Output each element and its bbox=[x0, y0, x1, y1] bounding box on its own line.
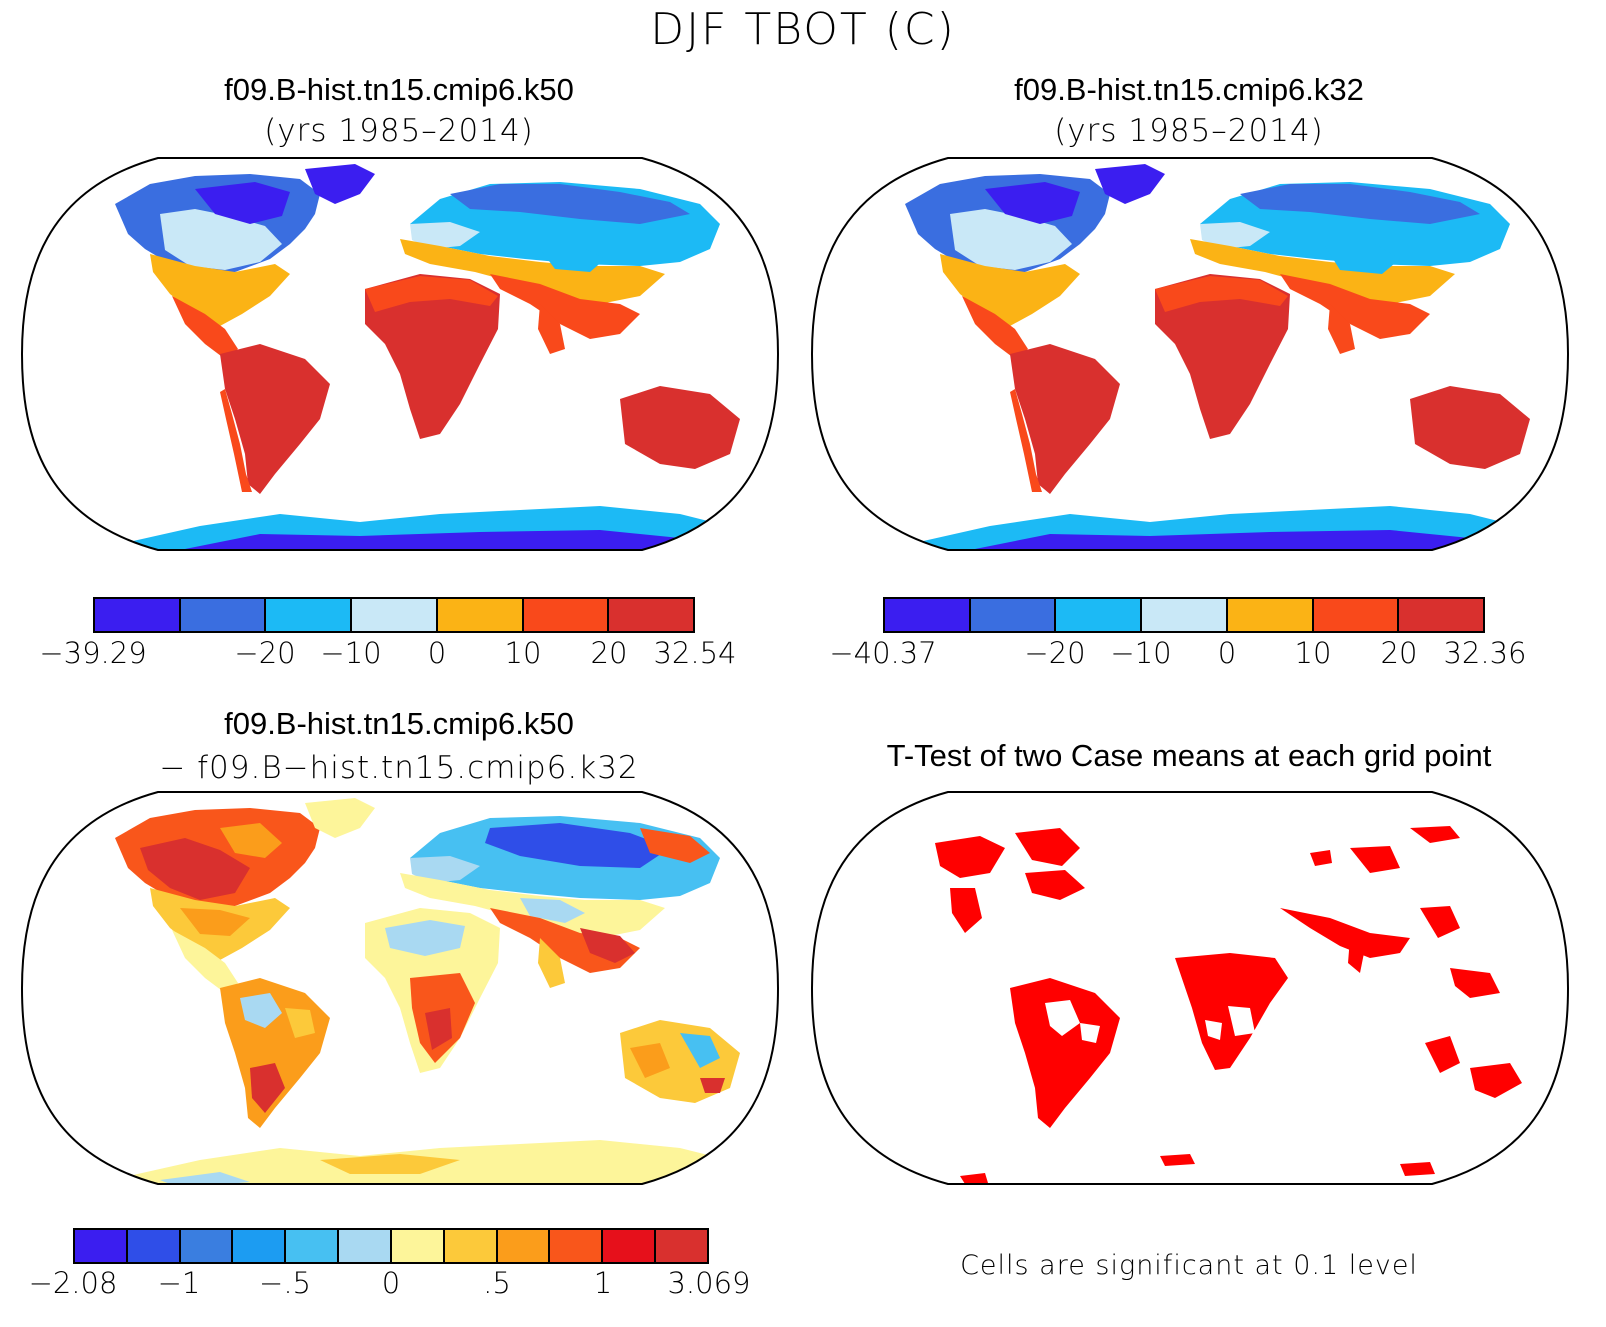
colorbar-tick-label: −1 bbox=[157, 1266, 201, 1300]
map-k50-border bbox=[20, 157, 780, 551]
colorbar-tick-label: −40.37 bbox=[829, 636, 937, 670]
colorbar-tick-label: 0 bbox=[381, 1266, 401, 1300]
colorbar-k50 bbox=[93, 597, 695, 633]
panel-k32-title: f09.B-hist.tn15.cmip6.k32 bbox=[1014, 72, 1364, 107]
map-diff-field bbox=[100, 798, 778, 1184]
colorbar-box bbox=[656, 1230, 707, 1262]
colorbar-box bbox=[95, 599, 181, 631]
map-ttest-border bbox=[810, 791, 1570, 1185]
colorbar-tick-label: 0 bbox=[427, 636, 447, 670]
panel-k32-subtitle: (yrs 1985–2014) bbox=[1054, 113, 1324, 149]
colorbar-box bbox=[233, 1230, 287, 1262]
colorbar-box bbox=[1056, 599, 1143, 631]
colorbar-tick-label: .5 bbox=[483, 1266, 511, 1300]
colorbar-tick-label: 32.36 bbox=[1443, 636, 1527, 670]
map-ttest-field bbox=[935, 826, 1522, 1184]
colorbar-box bbox=[75, 1230, 128, 1262]
colorbar-box bbox=[437, 599, 524, 631]
map-k32-border bbox=[810, 157, 1570, 551]
colorbar-box bbox=[339, 1230, 392, 1262]
colorbar-box bbox=[352, 599, 438, 631]
colorbar-box bbox=[1399, 599, 1484, 631]
colorbar-box bbox=[127, 1230, 181, 1262]
panel-k50-title: f09.B-hist.tn15.cmip6.k50 bbox=[224, 72, 574, 107]
colorbar-box bbox=[266, 599, 353, 631]
colorbar-box bbox=[523, 599, 610, 631]
colorbar-tick-label: 20 bbox=[1380, 636, 1418, 670]
map-k50 bbox=[20, 157, 780, 551]
colorbar-box bbox=[1313, 599, 1400, 631]
colorbar-box bbox=[286, 1230, 340, 1262]
significance-note: Cells are significant at 0.1 level bbox=[960, 1250, 1418, 1281]
colorbar-tick-label: 3.069 bbox=[667, 1266, 751, 1300]
colorbar-tick-label: 10 bbox=[1294, 636, 1332, 670]
colorbar-box bbox=[1227, 599, 1314, 631]
colorbar-box bbox=[497, 1230, 551, 1262]
map-ttest bbox=[810, 791, 1570, 1185]
colorbar-tick-label: −20 bbox=[234, 636, 296, 670]
colorbar-box bbox=[550, 1230, 604, 1262]
figure-title: DJF TBOT (C) bbox=[650, 4, 956, 55]
colorbar-box bbox=[603, 1230, 657, 1262]
colorbar-tick-label: −10 bbox=[320, 636, 382, 670]
colorbar-tick-label: −.5 bbox=[259, 1266, 311, 1300]
map-diff bbox=[20, 791, 780, 1185]
colorbar-tick-label: −2.08 bbox=[28, 1266, 118, 1300]
colorbar-diff bbox=[73, 1228, 709, 1264]
map-k32 bbox=[810, 157, 1570, 551]
colorbar-tick-label: 0 bbox=[1217, 636, 1237, 670]
map-diff-border bbox=[20, 791, 780, 1185]
colorbar-tick-label: 20 bbox=[590, 636, 628, 670]
colorbar-tick-label: −20 bbox=[1024, 636, 1086, 670]
colorbar-box bbox=[1142, 599, 1228, 631]
colorbar-tick-label: 32.54 bbox=[653, 636, 737, 670]
colorbar-tick-label: 1 bbox=[593, 1266, 613, 1300]
colorbar-k32 bbox=[883, 597, 1485, 633]
map-k32-field bbox=[890, 164, 1568, 550]
colorbar-tick-label: 10 bbox=[504, 636, 542, 670]
colorbar-box bbox=[444, 1230, 498, 1262]
colorbar-tick-label: −10 bbox=[1110, 636, 1172, 670]
colorbar-box bbox=[180, 1230, 234, 1262]
map-k50-field bbox=[100, 164, 778, 550]
colorbar-box bbox=[391, 1230, 445, 1262]
panel-diff-subtitle: − f09.B−hist.tn15.cmip6.k32 bbox=[159, 750, 639, 786]
map-ttest-insignificant bbox=[1045, 1000, 1255, 1043]
colorbar-tick-label: −39.29 bbox=[39, 636, 147, 670]
colorbar-box bbox=[885, 599, 971, 631]
colorbar-box bbox=[609, 599, 694, 631]
panel-k50-subtitle: (yrs 1985–2014) bbox=[264, 113, 534, 149]
colorbar-box bbox=[180, 599, 267, 631]
panel-ttest-title: T-Test of two Case means at each grid po… bbox=[886, 738, 1492, 773]
colorbar-box bbox=[970, 599, 1057, 631]
panel-diff-title: f09.B-hist.tn15.cmip6.k50 bbox=[224, 706, 574, 741]
